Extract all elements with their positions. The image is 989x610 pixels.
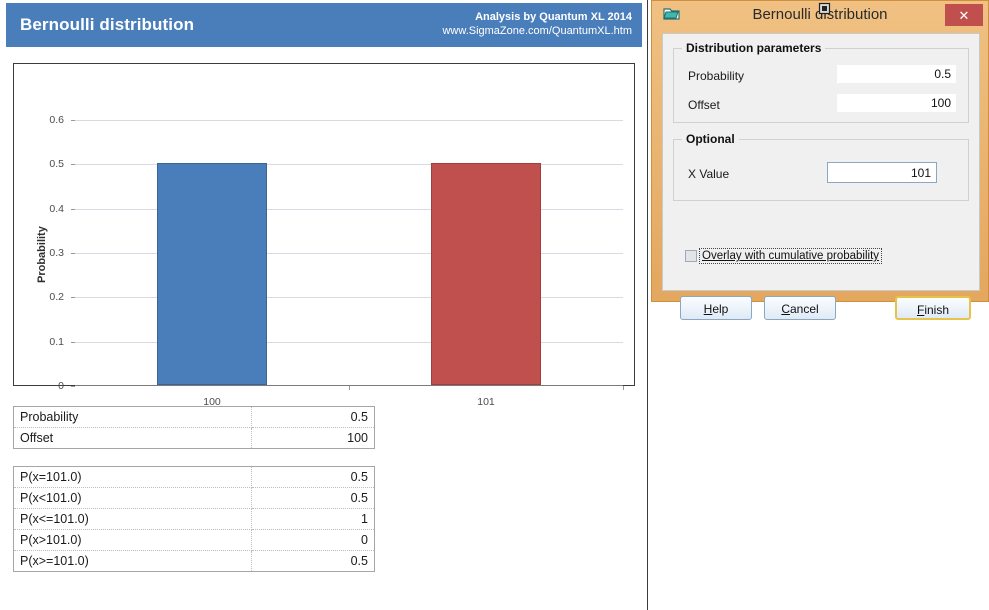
- probability-input[interactable]: [837, 65, 956, 83]
- x-axis-tick-label: 101: [477, 396, 495, 408]
- y-axis-tick-label: 0.3: [49, 247, 64, 259]
- chart-plot-area: [75, 120, 623, 386]
- probabilities-table-body: P(x=101.0) 0.5 P(x<101.0) 0.5 P(x<=101.0) 1 P(…: [14, 467, 374, 571]
- y-axis-tick-label: 0.2: [49, 291, 64, 304]
- row-label: P(x>=101.0): [14, 550, 252, 571]
- chart-bar: [431, 163, 541, 385]
- close-icon[interactable]: ✕: [945, 4, 983, 26]
- offset-input[interactable]: [837, 94, 956, 112]
- row-value: 0.5: [251, 407, 374, 428]
- finish-button[interactable]: Finish: [895, 296, 971, 320]
- move-cursor-icon: [818, 2, 831, 15]
- parameters-table-body: Probability 0.5 Offset 100: [14, 407, 374, 448]
- parameters-table: Probability 0.5 Offset 100: [13, 406, 375, 449]
- row-label: P(x>101.0): [14, 529, 252, 551]
- dialog-titlebar[interactable]: Bernoulli distribution ✕: [652, 1, 988, 30]
- finish-button-accel: F: [916, 303, 925, 317]
- credit-line-1: Analysis by Quantum XL 2014: [475, 11, 632, 23]
- row-label: P(x<101.0): [14, 487, 252, 509]
- bernoulli-distribution-dialog: Bernoulli distribution ✕ Distribution pa…: [651, 0, 989, 320]
- y-axis-tick-mark: [71, 341, 75, 343]
- table-row: P(x<101.0) 0.5: [14, 487, 374, 509]
- row-value: 0: [251, 529, 374, 551]
- row-value: 1: [251, 508, 374, 530]
- row-value: 0.5: [251, 487, 374, 509]
- x-axis-line: [75, 385, 623, 386]
- gridline: [75, 164, 623, 166]
- checkbox-box[interactable]: [685, 250, 697, 262]
- x-value-label: X Value: [688, 167, 730, 181]
- help-button-accel: H: [703, 302, 713, 316]
- x-value-input[interactable]: [827, 162, 937, 183]
- probability-label: Probability: [688, 69, 745, 83]
- row-label: Offset: [14, 427, 252, 448]
- gridline: [75, 341, 623, 343]
- dialog-title: Bernoulli distribution: [752, 6, 888, 23]
- probabilities-table: P(x=101.0) 0.5 P(x<101.0) 0.5 P(x<=101.0) 1 P(…: [13, 466, 375, 572]
- y-axis-tick-label: 0.6: [49, 114, 64, 126]
- gridline: [75, 253, 623, 254]
- overlay-cumulative-probability-label[interactable]: Overlay with cumulative probability: [698, 248, 883, 264]
- report-header-banner: Bernoulli distribution Analysis by Quant…: [6, 3, 642, 47]
- y-axis-tick-mark: [71, 164, 75, 166]
- table-row: P(x>101.0) 0: [14, 529, 374, 551]
- y-axis-tick-label: 0.4: [49, 202, 64, 215]
- cancel-button-rest: ancel: [789, 302, 819, 316]
- optional-legend: Optional: [682, 132, 739, 146]
- gridline: [75, 208, 623, 210]
- row-label: P(x=101.0): [14, 467, 252, 488]
- table-row: Offset 100: [14, 427, 374, 448]
- cancel-button-accel: C: [781, 302, 790, 316]
- gridline: [75, 120, 623, 121]
- y-axis-tick-mark: [71, 253, 75, 254]
- row-value: 0.5: [350, 553, 368, 568]
- y-axis-tick-mark: [71, 297, 75, 299]
- y-axis-tick-label: 0.1: [49, 335, 64, 348]
- y-axis-tick-mark: [71, 208, 75, 210]
- distribution-parameters-legend: Distribution parameters: [682, 41, 826, 55]
- optional-group: Optional X Value: [673, 132, 969, 201]
- cancel-button[interactable]: Cancel: [764, 296, 836, 320]
- y-axis-tick-label: 0: [58, 380, 64, 392]
- overlay-cumulative-probability-checkbox-row[interactable]: Overlay with cumulative probability: [685, 248, 883, 264]
- table-row: P(x>=101.0) 0.5: [14, 550, 374, 571]
- y-axis-title: Probability: [36, 226, 48, 283]
- table-row: P(x=101.0) 0.5: [14, 467, 374, 488]
- dialog-body: Distribution parameters Probability Offs…: [662, 33, 980, 320]
- page-title: Bernoulli distribution: [20, 15, 195, 34]
- chart-bar: [157, 163, 267, 385]
- distribution-parameters-group: Distribution parameters Probability Offs…: [673, 41, 969, 123]
- table-row: Probability 0.5: [14, 407, 374, 428]
- table-row: P(x<=101.0) 1: [14, 508, 374, 530]
- folder-icon: [663, 6, 681, 22]
- credit-line-2: www.SigmaZone.com/QuantumXL.htm: [442, 25, 632, 37]
- report-credit: Analysis by Quantum XL 2014 www.SigmaZon…: [442, 10, 632, 38]
- row-value: 0.5: [251, 467, 374, 488]
- row-label: Probability: [14, 407, 252, 428]
- gridline: [75, 297, 623, 299]
- y-axis-tick-label: 0.5: [49, 158, 64, 171]
- finish-button-rest: inish: [924, 303, 950, 317]
- offset-label: Offset: [688, 98, 720, 112]
- y-axis-tick-mark: [71, 386, 75, 387]
- y-axis-tick-mark: [71, 120, 75, 121]
- row-label: P(x<=101.0): [14, 508, 252, 530]
- report-panel: Bernoulli distribution Analysis by Quant…: [6, 0, 648, 610]
- x-axis-tick-mark: [349, 386, 350, 390]
- help-button-rest: elp: [712, 302, 729, 316]
- x-axis-tick-mark: [623, 386, 624, 390]
- help-button[interactable]: Help: [680, 296, 752, 320]
- x-axis-tick-label: 100: [203, 396, 221, 408]
- row-value: 100: [347, 430, 368, 445]
